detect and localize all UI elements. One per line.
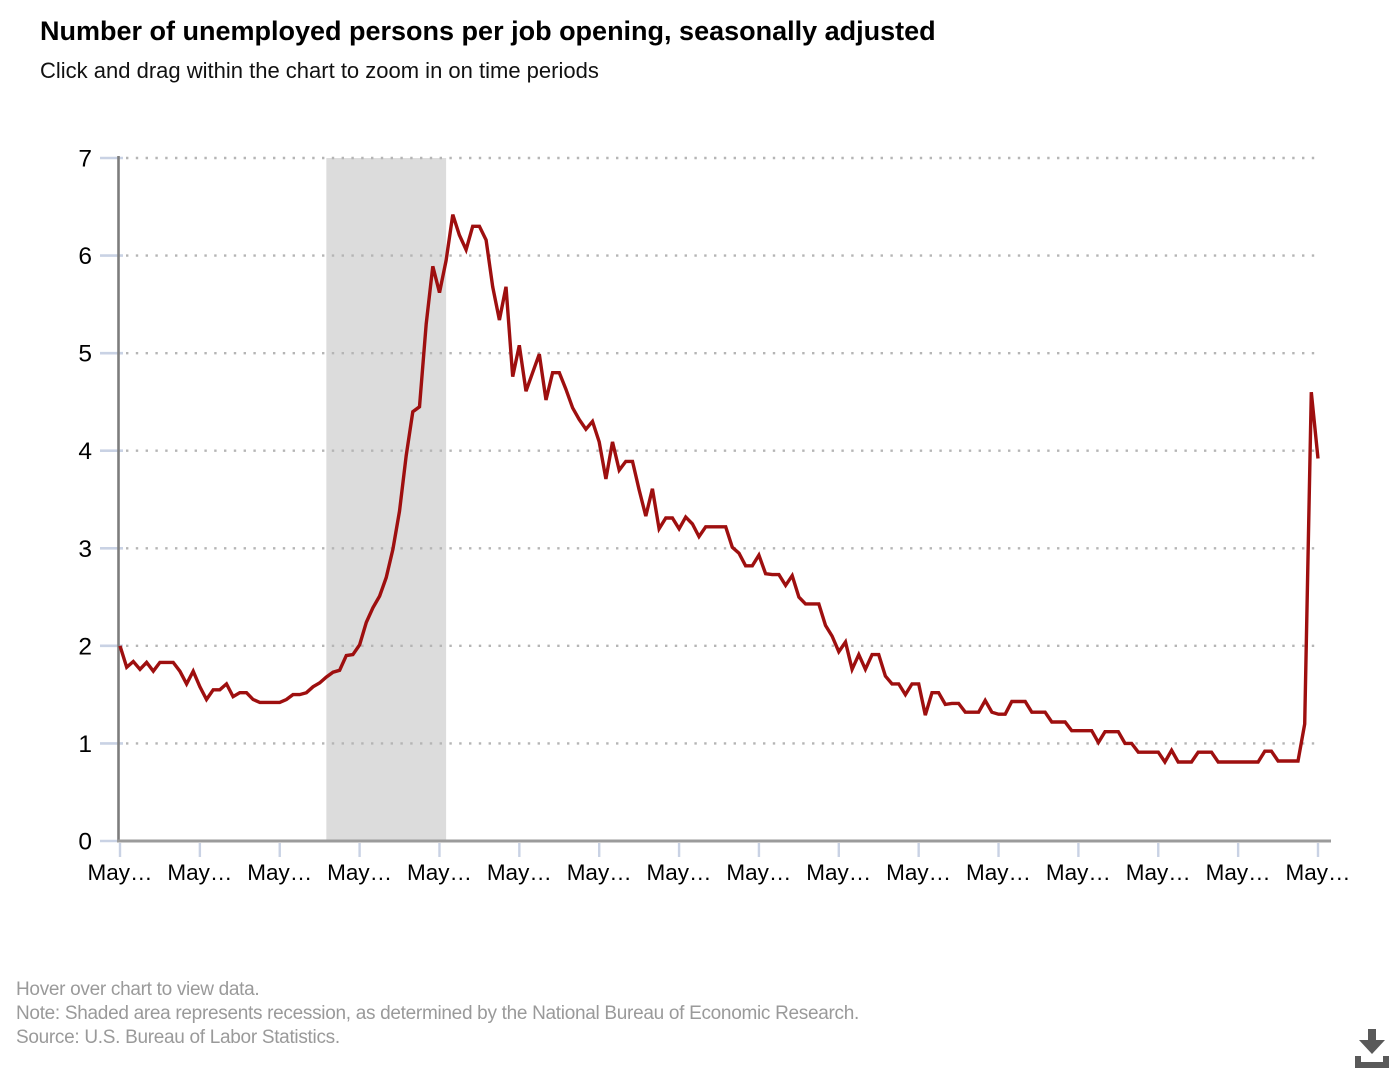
footnote-hover: Hover over chart to view data. xyxy=(16,979,260,1000)
footnote-recession: Note: Shaded area represents recession, … xyxy=(16,1003,859,1024)
x-axis-tick-label: May… xyxy=(966,860,1031,885)
line-chart-plot-area[interactable]: 0 1 2 3 4 5 6 7 May… May… May… May… May… May… May… May…… xyxy=(0,0,1400,940)
y-axis-label: 7 xyxy=(78,146,92,173)
y-axis-label: 2 xyxy=(78,633,92,660)
x-axis-tick-label: May… xyxy=(247,860,312,885)
download-button[interactable] xyxy=(1348,1024,1396,1076)
y-axis-label: 3 xyxy=(78,536,92,563)
x-axis-tick-label: May… xyxy=(806,860,871,885)
x-axis-tick-label: May… xyxy=(647,860,712,885)
x-axis-tick-label: May… xyxy=(726,860,791,885)
recession-band xyxy=(326,158,447,841)
x-axis-tick-label: May… xyxy=(327,860,392,885)
page-title: Number of unemployed persons per job ope… xyxy=(40,16,936,46)
chart-footnotes: Hover over chart to view data. Note: Sha… xyxy=(16,978,859,1050)
x-axis-tick-label: May… xyxy=(407,860,472,885)
y-axis-label: 0 xyxy=(78,829,92,856)
footnote-source: Source: U.S. Bureau of Labor Statistics. xyxy=(16,1027,340,1048)
y-axis-label: 4 xyxy=(78,438,92,465)
x-axis-tick-label: May… xyxy=(567,860,632,885)
download-icon xyxy=(1355,1029,1389,1068)
x-axis-tick-label: May… xyxy=(1206,860,1271,885)
x-axis-tick-label: May… xyxy=(87,860,152,885)
y-axis-label: 6 xyxy=(78,243,92,270)
x-axis-tick-label: May… xyxy=(487,860,552,885)
x-axis-tick-label: May… xyxy=(1126,860,1191,885)
x-axis-tick-label: May… xyxy=(1046,860,1111,885)
data-line-unemployed-per-opening xyxy=(118,214,1320,766)
y-axis-label: 1 xyxy=(78,731,92,758)
x-axis-tick-label: May… xyxy=(886,860,951,885)
x-axis-tick-label: May… xyxy=(167,860,232,885)
y-axis-label: 5 xyxy=(78,341,92,368)
page-subtitle: Click and drag within the chart to zoom … xyxy=(40,58,599,83)
x-axis-tick-label: May… xyxy=(1285,860,1350,885)
